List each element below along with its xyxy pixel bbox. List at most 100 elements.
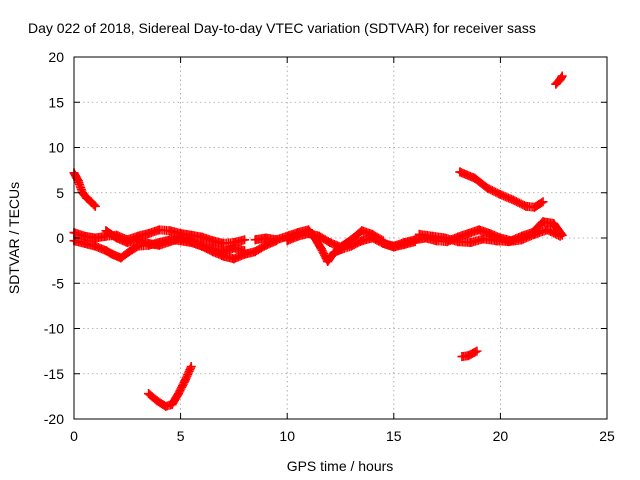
data-point	[557, 71, 567, 81]
data-point	[478, 234, 488, 244]
data-point	[229, 254, 239, 264]
data-point	[455, 167, 465, 177]
data-point	[86, 197, 96, 207]
y-tick-label: 0	[56, 230, 64, 246]
data-point	[186, 362, 196, 372]
data-point	[555, 231, 565, 241]
data-point	[521, 201, 531, 211]
data-point	[250, 235, 260, 245]
data-point	[229, 238, 239, 248]
data-point	[107, 249, 117, 259]
data-point	[517, 235, 527, 245]
x-tick-label: 20	[493, 428, 509, 444]
data-point	[173, 389, 183, 399]
data-point	[508, 195, 518, 205]
data-point	[410, 235, 420, 245]
y-tick-label: -15	[44, 366, 64, 382]
data-point	[538, 217, 548, 227]
data-point	[530, 229, 540, 239]
data-point	[304, 228, 314, 238]
data-point	[323, 257, 333, 267]
y-axis-label: SDTVAR / TECUs	[6, 182, 22, 294]
data-point	[483, 183, 493, 193]
data-point	[124, 247, 134, 257]
data-point	[261, 233, 271, 243]
data-point	[504, 237, 514, 247]
data-point	[218, 251, 228, 261]
data-point	[90, 201, 100, 211]
data-point	[167, 400, 177, 410]
data-point	[144, 238, 154, 248]
data-point	[399, 238, 409, 248]
x-tick-label: 0	[70, 428, 78, 444]
data-point	[329, 247, 339, 257]
data-point	[314, 231, 324, 241]
data-point	[186, 236, 196, 246]
chart-title: Day 022 of 2018, Sidereal Day-to-day VTE…	[28, 20, 536, 36]
data-point	[470, 173, 480, 183]
data-point	[542, 225, 552, 235]
y-tick-label: -10	[44, 321, 64, 337]
y-tick-label: -20	[44, 411, 64, 427]
data-point	[197, 232, 207, 242]
data-point	[154, 240, 164, 250]
data-point	[144, 228, 154, 238]
data-point	[144, 389, 154, 399]
data-point	[240, 235, 250, 245]
x-axis-label: GPS time / hours	[287, 458, 394, 474]
x-tick-label: 25	[599, 428, 615, 444]
data-point	[116, 253, 126, 263]
x-tick-label: 15	[386, 428, 402, 444]
data-point	[427, 231, 437, 241]
data-point	[538, 197, 548, 207]
data-point	[357, 226, 367, 236]
data-point	[272, 235, 282, 245]
data-point	[530, 202, 540, 212]
data-point	[551, 79, 561, 89]
data-point	[73, 176, 83, 186]
data-points	[69, 71, 567, 411]
data-point	[440, 233, 450, 243]
data-point	[457, 352, 467, 362]
data-point	[154, 225, 164, 235]
data-point	[466, 238, 476, 248]
y-tick-label: 10	[48, 140, 64, 156]
data-point	[549, 219, 559, 229]
data-point	[240, 249, 250, 259]
data-point	[316, 244, 326, 254]
data-point	[367, 229, 377, 239]
data-point	[463, 228, 473, 238]
data-point	[161, 401, 171, 411]
data-point	[250, 247, 260, 257]
axis-ticks: 0 5 10 15 20 25 -20 -15 -10 -5 0 5 10 15 20	[44, 49, 615, 444]
data-point	[491, 236, 501, 246]
data-point	[122, 238, 132, 248]
y-tick-label: 15	[48, 94, 64, 110]
data-point	[357, 236, 367, 246]
data-point	[378, 238, 388, 248]
data-point	[208, 236, 218, 246]
data-point	[197, 241, 207, 251]
data-point	[453, 237, 463, 247]
data-point	[346, 235, 356, 245]
x-tick-label: 5	[177, 428, 185, 444]
data-point	[101, 226, 111, 236]
data-point	[208, 247, 218, 257]
data-point	[463, 351, 473, 361]
data-point	[165, 237, 175, 247]
data-point	[176, 233, 186, 243]
y-tick-label: -5	[52, 275, 65, 291]
x-tick-label: 10	[279, 428, 295, 444]
data-point	[282, 236, 292, 246]
data-point	[101, 246, 111, 256]
data-point	[336, 242, 345, 252]
data-point	[293, 231, 303, 241]
data-point	[112, 233, 122, 243]
data-point	[389, 241, 399, 251]
data-point	[218, 238, 228, 248]
data-point	[90, 241, 100, 251]
y-tick-label: 20	[48, 49, 64, 65]
data-point	[180, 376, 190, 386]
y-tick-label: 5	[56, 185, 64, 201]
